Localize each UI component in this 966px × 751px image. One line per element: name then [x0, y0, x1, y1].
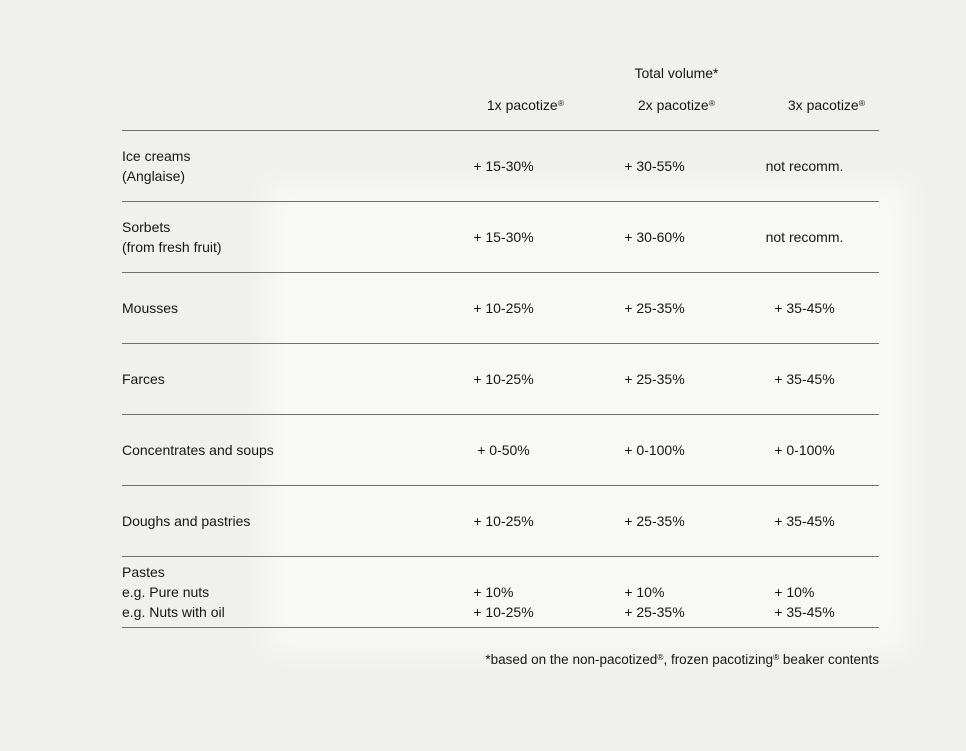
value-line: + 25-35% [624, 371, 685, 387]
row-category: Mousses [122, 298, 428, 318]
table-group-header: Total volume* [634, 65, 719, 81]
category-line: e.g. Pure nuts [122, 584, 210, 600]
category-line: Concentrates and soups [122, 442, 274, 458]
value-line: + 30-60% [624, 229, 685, 245]
row-value-1x: + 15-30% [428, 227, 579, 247]
value-line: + 0-100% [624, 442, 685, 458]
row-value-1x: + 15-30% [428, 156, 579, 176]
row-category: Ice creams (Anglaise) [122, 146, 428, 186]
value-line [774, 562, 834, 582]
table-row: Ice creams (Anglaise) + 15-30% + 30-55% n… [122, 130, 879, 201]
value-line: + 30-55% [624, 158, 685, 174]
column-header-1x: 1x pacotize® [486, 97, 565, 113]
value-line: + 10-25% [473, 513, 534, 529]
table-body: Ice creams (Anglaise) + 15-30% + 30-55% n… [122, 130, 879, 628]
category-line: e.g. Nuts with oil [122, 604, 225, 620]
row-value-3x: not recomm. [730, 227, 879, 247]
row-value-1x: + 0-50% [428, 440, 579, 460]
value-line [473, 562, 533, 582]
column-header-row: 1x pacotize® 2x pacotize® 3x pacotize® [122, 95, 879, 117]
table-row: Pastes e.g. Pure nuts e.g. Nuts with oil +… [122, 556, 879, 627]
value-line [624, 562, 684, 582]
row-value-3x: not recomm. [730, 156, 879, 176]
value-line: + 25-35% [624, 300, 685, 316]
category-line: Farces [122, 371, 165, 387]
value-line: + 10% [624, 584, 665, 600]
category-line: Ice creams [122, 148, 191, 164]
value-line: + 35-45% [774, 371, 835, 387]
value-line: + 35-45% [774, 604, 835, 620]
footnote: *based on the non-pacotized®, frozen pac… [485, 652, 879, 667]
category-line: Sorbets [122, 219, 171, 235]
table-row: Farces + 10-25% + 25-35% + 35-45% [122, 343, 879, 414]
row-category: Concentrates and soups [122, 440, 428, 460]
row-value-2x: + 0-100% [579, 440, 730, 460]
row-value-1x: + 10% + 10-25% [428, 562, 579, 622]
row-value-1x: + 10-25% [428, 298, 579, 318]
value-line: + 10-25% [473, 371, 534, 387]
category-line: Pastes [122, 564, 165, 580]
value-line: + 10% [473, 584, 514, 600]
row-category: Pastes e.g. Pure nuts e.g. Nuts with oil [122, 562, 428, 622]
category-line: Mousses [122, 300, 179, 316]
category-line: Doughs and pastries [122, 513, 251, 529]
column-header-2x: 2x pacotize® [637, 97, 716, 113]
row-value-3x: + 0-100% [730, 440, 879, 460]
table-row: Concentrates and soups + 0-50% + 0-100% … [122, 414, 879, 485]
row-category: Sorbets (from fresh fruit) [122, 217, 428, 257]
value-line: + 0-100% [774, 442, 835, 458]
row-value-2x: + 25-35% [579, 298, 730, 318]
category-line: (from fresh fruit) [122, 239, 222, 255]
row-value-1x: + 10-25% [428, 369, 579, 389]
row-value-2x: + 30-60% [579, 227, 730, 247]
value-line: + 10-25% [473, 300, 534, 316]
value-line: + 35-45% [774, 300, 835, 316]
row-value-3x: + 35-45% [730, 298, 879, 318]
value-line: + 15-30% [473, 158, 534, 174]
table-row: Mousses + 10-25% + 25-35% + 35-45% [122, 272, 879, 343]
value-line: + 25-35% [624, 513, 685, 529]
value-line: not recomm. [765, 158, 844, 174]
column-header-category [122, 95, 428, 117]
row-category: Farces [122, 369, 428, 389]
table-row: Doughs and pastries + 10-25% + 25-35% + … [122, 485, 879, 556]
value-line: + 15-30% [473, 229, 534, 245]
row-value-3x: + 35-45% [730, 369, 879, 389]
row-value-3x: + 35-45% [730, 511, 879, 531]
table-row: Sorbets (from fresh fruit) + 15-30% + 30-… [122, 201, 879, 272]
column-header-3x: 3x pacotize® [787, 97, 866, 113]
row-category: Doughs and pastries [122, 511, 428, 531]
row-value-2x: + 25-35% [579, 511, 730, 531]
value-line: + 35-45% [774, 513, 835, 529]
value-line: + 10% [774, 584, 815, 600]
row-value-2x: + 10% + 25-35% [579, 562, 730, 622]
row-value-3x: + 10% + 35-45% [730, 562, 879, 622]
row-value-1x: + 10-25% [428, 511, 579, 531]
value-line: not recomm. [765, 229, 844, 245]
value-line: + 10-25% [473, 604, 534, 620]
value-line: + 25-35% [624, 604, 685, 620]
row-value-2x: + 25-35% [579, 369, 730, 389]
category-line: (Anglaise) [122, 168, 186, 184]
row-value-2x: + 30-55% [579, 156, 730, 176]
value-line: + 0-50% [477, 442, 530, 458]
